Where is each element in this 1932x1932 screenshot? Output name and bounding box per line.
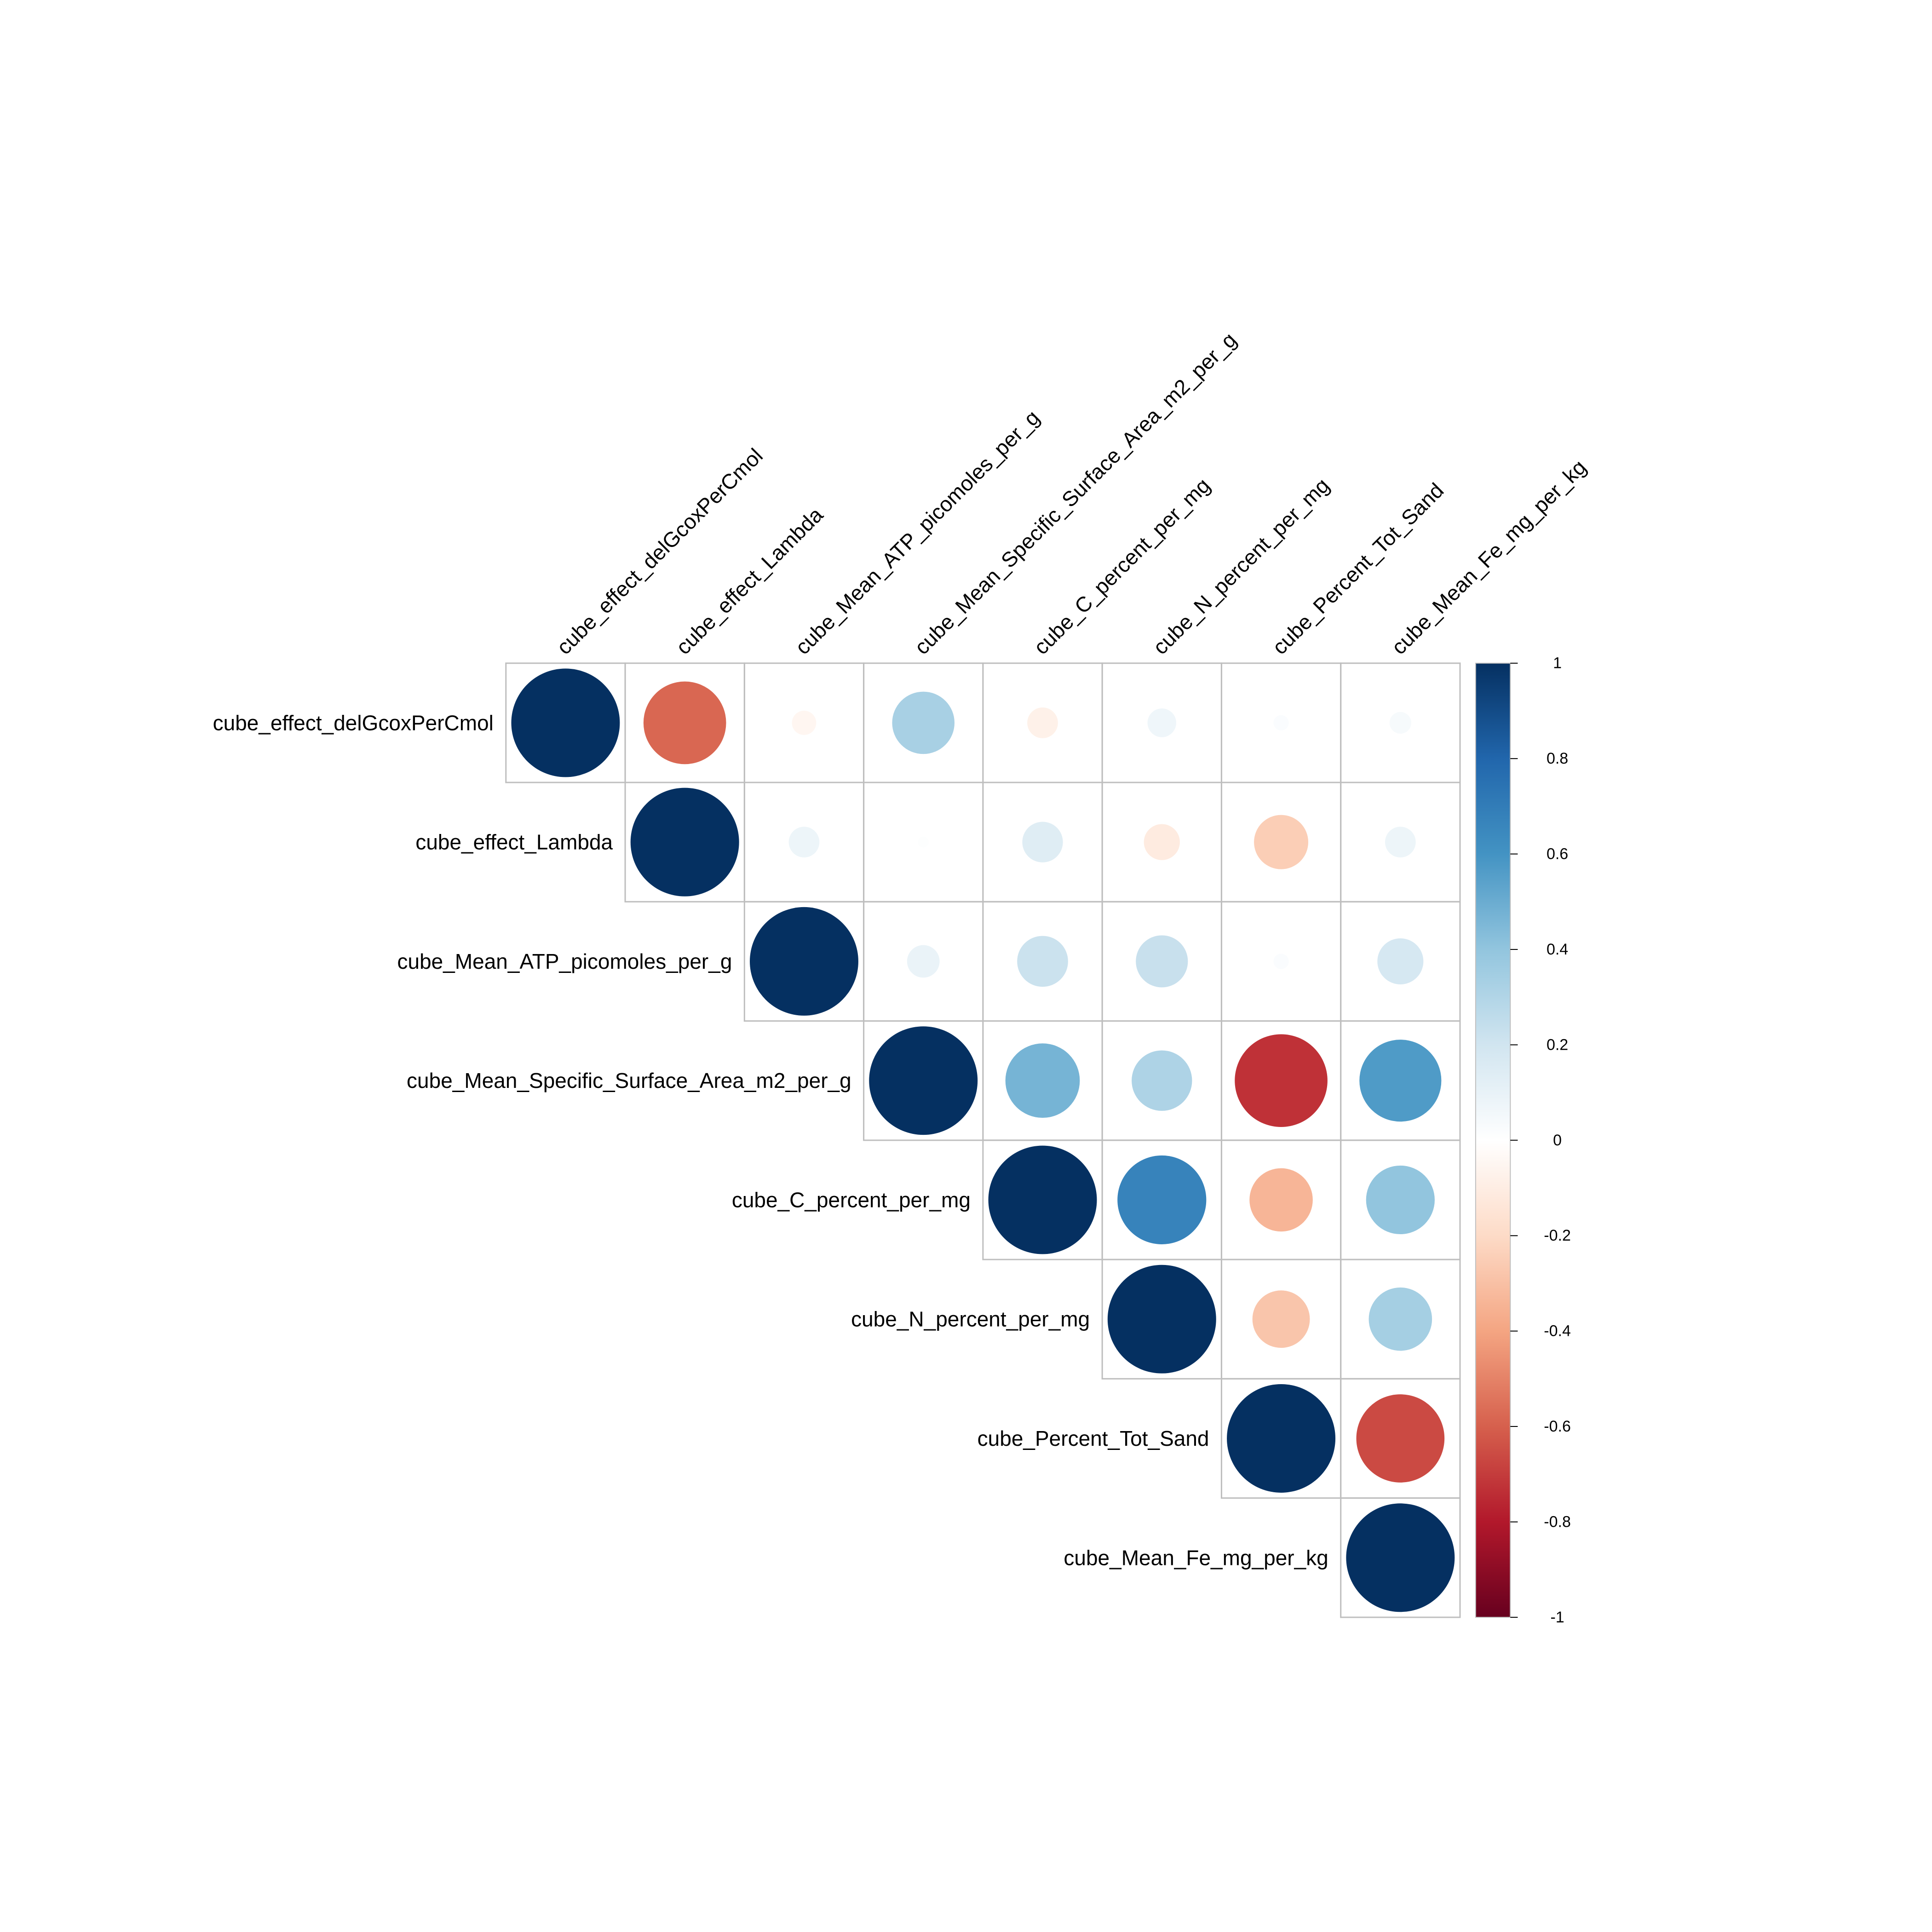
- correlation-circle-1-1: [630, 788, 739, 897]
- correlation-circle-0-6: [1273, 715, 1289, 731]
- color-bar-tick-label-2: 0.6: [1547, 845, 1568, 863]
- correlation-circle-1-4: [1022, 822, 1063, 862]
- cell-grid: [505, 662, 1461, 1618]
- row-label-5: cube_N_percent_per_mg: [851, 1307, 1090, 1331]
- correlation-circle-0-5: [1147, 708, 1176, 737]
- row-label-3: cube_Mean_Specific_Surface_Area_m2_per_g: [407, 1069, 851, 1092]
- correlation-circle-2-7: [1377, 938, 1424, 984]
- correlation-circle-4-5: [1117, 1155, 1207, 1245]
- cell-7-7: [1340, 1497, 1461, 1618]
- color-bar-tick-label-6: -0.2: [1544, 1227, 1571, 1244]
- correlation-circle-2-4: [1017, 936, 1068, 987]
- row-label-1: cube_effect_Lambda: [415, 830, 613, 854]
- correlation-circle-1-5: [1144, 824, 1180, 860]
- correlation-circle-1-2: [788, 827, 820, 858]
- color-bar-tick-label-1: 0.8: [1547, 750, 1568, 767]
- row-label-7: cube_Mean_Fe_mg_per_kg: [1064, 1546, 1328, 1570]
- column-labels: cube_effect_delGcoxPerCmolcube_effect_La…: [552, 328, 1591, 659]
- correlation-circle-2-6: [1273, 954, 1289, 969]
- color-bar-tick-label-4: 0.2: [1547, 1036, 1568, 1053]
- row-label-0: cube_effect_delGcoxPerCmol: [213, 711, 494, 735]
- color-bar-tick-label-5: 0: [1553, 1132, 1562, 1149]
- color-bar-tick-label-0: 1: [1553, 655, 1562, 672]
- color-bar-tick-label-3: 0.4: [1547, 941, 1568, 958]
- correlation-circle-3-3: [869, 1026, 978, 1135]
- correlation-circle-1-7: [1385, 827, 1416, 858]
- row-label-2: cube_Mean_ATP_picomoles_per_g: [397, 949, 732, 973]
- row-labels: cube_effect_delGcoxPerCmol cube_effect_La…: [213, 711, 1328, 1570]
- color-bar-tick-label-8: -0.6: [1544, 1418, 1571, 1435]
- correlation-circle-2-2: [750, 907, 858, 1016]
- color-bar-tick-label-9: -0.8: [1544, 1513, 1571, 1530]
- correlation-circle-3-4: [1005, 1043, 1080, 1118]
- column-label-2: cube_Mean_ATP_picomoles_per_g: [790, 405, 1044, 659]
- correlation-circle-0-7: [1389, 712, 1411, 734]
- correlation-circle-3-7: [1359, 1040, 1442, 1122]
- column-label-0: cube_effect_delGcoxPerCmol: [552, 443, 767, 659]
- correlation-circle-0-0: [511, 668, 620, 777]
- correlation-circle-5-6: [1252, 1290, 1310, 1348]
- correlation-circle-7-7: [1346, 1503, 1455, 1612]
- correlation-circle-2-3: [907, 945, 940, 978]
- color-bar: [1475, 662, 1511, 1618]
- correlation-circle-4-6: [1249, 1168, 1313, 1232]
- row-label-6: cube_Percent_Tot_Sand: [978, 1426, 1209, 1450]
- color-bar-tick-label-10: -1: [1550, 1609, 1564, 1626]
- correlation-circle-3-5: [1132, 1050, 1192, 1111]
- column-label-7: cube_Mean_Fe_mg_per_kg: [1387, 455, 1591, 659]
- correlation-circle-5-5: [1107, 1265, 1216, 1374]
- correlation-circle-4-7: [1366, 1165, 1435, 1235]
- color-legend: 1 0.8 0.6 0.4 0.2 0 -0.2 -0.4 -0.6 -0.8 -1: [1475, 655, 1571, 1626]
- correlation-circle-0-3: [892, 691, 955, 754]
- correlation-circle-3-6: [1235, 1034, 1328, 1127]
- row-label-4: cube_C_percent_per_mg: [732, 1188, 971, 1212]
- correlation-circle-5-7: [1368, 1287, 1432, 1351]
- correlation-circle-0-4: [1027, 707, 1058, 738]
- correlation-circle-6-6: [1227, 1384, 1336, 1493]
- correlation-circle-1-6: [1254, 815, 1309, 869]
- correlation-circle-1-3: [918, 836, 929, 848]
- correlation-circle-2-5: [1136, 935, 1188, 988]
- color-bar-tick-label-7: -0.4: [1544, 1322, 1571, 1340]
- correlation-circle-0-2: [792, 710, 816, 735]
- correlation-circle-0-1: [643, 681, 726, 765]
- correlation-circle-4-4: [988, 1145, 1097, 1254]
- correlation-circles: [511, 668, 1455, 1612]
- correlation-circle-6-7: [1356, 1394, 1445, 1483]
